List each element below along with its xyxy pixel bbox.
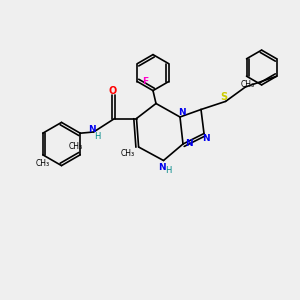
- Text: S: S: [220, 92, 227, 102]
- Text: N: N: [178, 108, 186, 117]
- Text: H: H: [94, 132, 101, 141]
- Text: H: H: [165, 166, 172, 175]
- Text: CH₃: CH₃: [69, 142, 83, 151]
- Text: CH₃: CH₃: [241, 80, 255, 89]
- Text: N: N: [202, 134, 209, 142]
- Text: CH₃: CH₃: [120, 148, 134, 158]
- Text: N: N: [88, 125, 96, 134]
- Text: N: N: [158, 163, 166, 172]
- Text: F: F: [142, 77, 148, 86]
- Text: O: O: [109, 86, 117, 96]
- Text: N: N: [185, 140, 193, 148]
- Text: CH₃: CH₃: [36, 159, 50, 168]
